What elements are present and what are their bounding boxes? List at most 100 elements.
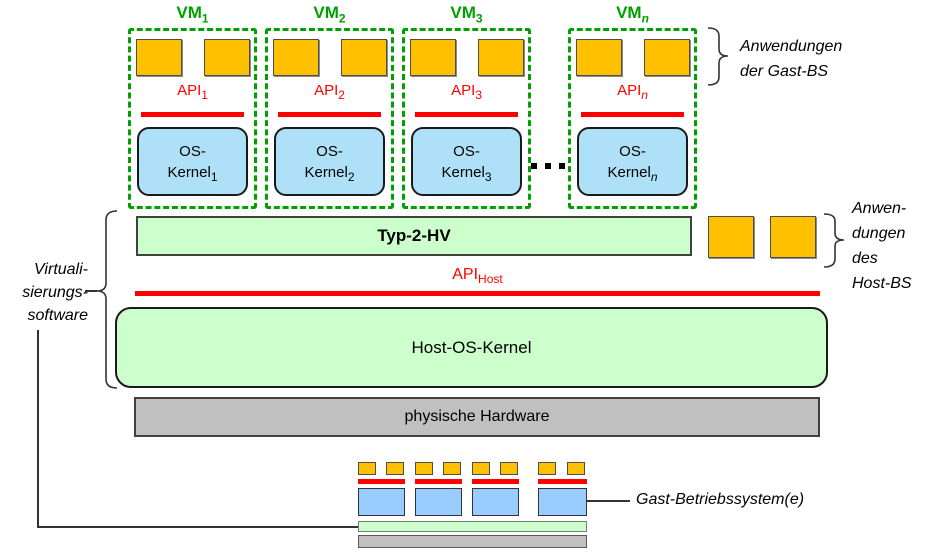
mini-app-square	[443, 462, 461, 475]
guest-apps-brace	[707, 27, 729, 86]
mini-guest-os-box	[472, 488, 519, 516]
os-kernel-n-line1: OS-	[619, 143, 646, 160]
api1-line	[141, 112, 244, 117]
api-host-line	[135, 291, 820, 296]
os-kernel-n-line2: Kernel	[607, 164, 651, 181]
os-kernel-1-sub: 1	[210, 170, 218, 184]
virtualization-line2: sierungs-	[22, 284, 88, 301]
vm1-title-sub: 1	[201, 11, 209, 26]
host-apps-annotation: Anwen- dungen des Host-BS	[852, 196, 912, 296]
mini-app-square	[415, 462, 433, 475]
api3-sub: 3	[475, 88, 482, 102]
host-os-kernel-box: Host-OS-Kernel	[115, 307, 828, 388]
api1-label: API1	[131, 82, 254, 102]
vm1-dashed-border: API1 OS- Kernel1	[128, 28, 257, 209]
vmn-title-text: VM	[616, 3, 642, 22]
ellipsis-icon	[531, 163, 565, 169]
api3-text: API	[451, 82, 476, 99]
mini-guest-os-box	[358, 488, 405, 516]
host-apps-brace	[823, 213, 845, 268]
api2-line	[278, 112, 381, 117]
mini-app-square	[500, 462, 518, 475]
vm-box-n: VMn APIn OS- Kerneln	[568, 3, 697, 209]
virtualization-line1: Virtuali-	[34, 261, 88, 278]
host-apps-line2: dungen	[852, 225, 906, 242]
apin-line	[581, 112, 684, 117]
mini-hardware-bar	[358, 535, 587, 548]
mini-app-square	[472, 462, 490, 475]
api1-text: API	[177, 82, 202, 99]
os-kernel-2: OS- Kernel2	[274, 127, 385, 196]
guest-app-square	[341, 39, 387, 76]
vm2-title-text: VM	[313, 3, 339, 22]
host-app-square	[770, 216, 816, 258]
mini-api-line	[472, 479, 519, 484]
virtualization-connector-horizontal	[37, 526, 359, 528]
mini-vm-group	[358, 462, 405, 516]
hardware-bar: physische Hardware	[134, 397, 820, 437]
vm2-title: VM2	[265, 3, 394, 28]
guest-app-square	[410, 39, 456, 76]
type2-hypervisor-label: Typ-2-HV	[377, 226, 451, 245]
virtualization-line3: software	[27, 307, 88, 324]
virtualization-brace	[96, 210, 118, 389]
hardware-label: physische Hardware	[404, 408, 550, 425]
vm1-title: VM1	[128, 3, 257, 28]
guest-apps-line2: der Gast-BS	[740, 63, 829, 80]
apin-sub: n	[641, 88, 648, 102]
os-kernel-3-line2: Kernel	[441, 164, 485, 181]
host-os-kernel-label: Host-OS-Kernel	[411, 338, 532, 357]
vm3-title-sub: 3	[475, 11, 483, 26]
vmn-dashed-border: APIn OS- Kerneln	[568, 28, 697, 209]
os-kernel-1-line2: Kernel	[167, 164, 211, 181]
host-apps-line4: Host-BS	[852, 275, 912, 292]
vm3-title: VM3	[402, 3, 531, 28]
mini-hypervisor-bar	[358, 521, 587, 532]
mini-vm-group	[415, 462, 462, 516]
mini-api-line	[538, 479, 587, 484]
mini-app-square	[386, 462, 404, 475]
guest-apps-annotation: Anwendungen der Gast-BS	[740, 34, 842, 84]
virtualization-annotation: Virtuali- sierungs- software	[0, 258, 88, 327]
vm3-dashed-border: API3 OS- Kernel3	[402, 28, 531, 209]
guest-os-connector	[587, 500, 630, 502]
os-kernel-n: OS- Kerneln	[577, 127, 688, 196]
api3-label: API3	[405, 82, 528, 102]
host-apps-line1: Anwen-	[852, 200, 907, 217]
os-kernel-2-line2: Kernel	[304, 164, 348, 181]
vm1-title-text: VM	[176, 3, 202, 22]
mini-vm-group	[472, 462, 519, 516]
guest-app-square	[204, 39, 250, 76]
guest-os-annotation: Gast-Betriebssystem(e)	[636, 491, 805, 508]
vm2-title-sub: 2	[338, 11, 346, 26]
mini-app-square	[358, 462, 376, 475]
mini-guest-os-box	[415, 488, 462, 516]
os-kernel-3-line1: OS-	[453, 143, 480, 160]
api3-line	[415, 112, 518, 117]
os-kernel-n-sub: n	[650, 170, 658, 184]
guest-app-square	[576, 39, 622, 76]
os-kernel-2-sub: 2	[347, 170, 355, 184]
api-host-label: APIHost	[135, 266, 820, 287]
api-host-sub: Host	[478, 272, 503, 287]
api2-text: API	[314, 82, 339, 99]
guest-app-square	[273, 39, 319, 76]
os-kernel-1-line1: OS-	[179, 143, 206, 160]
os-kernel-3: OS- Kernel3	[411, 127, 522, 196]
mini-api-line	[415, 479, 462, 484]
guest-app-square	[136, 39, 182, 76]
vm3-title-text: VM	[450, 3, 476, 22]
mini-vm-group	[538, 462, 587, 516]
vm2-dashed-border: API2 OS- Kernel2	[265, 28, 394, 209]
mini-guest-os-box	[538, 488, 587, 516]
virtualization-connector-vertical	[37, 330, 39, 528]
api2-label: API2	[268, 82, 391, 102]
vm-box-2: VM2 API2 OS- Kernel2	[265, 3, 394, 209]
host-apps-line3: des	[852, 250, 878, 267]
api2-sub: 2	[338, 88, 345, 102]
vm-box-1: VM1 API1 OS- Kernel1	[128, 3, 257, 209]
apin-text: API	[617, 82, 642, 99]
mini-app-square	[567, 462, 585, 475]
api1-sub: 1	[201, 88, 208, 102]
